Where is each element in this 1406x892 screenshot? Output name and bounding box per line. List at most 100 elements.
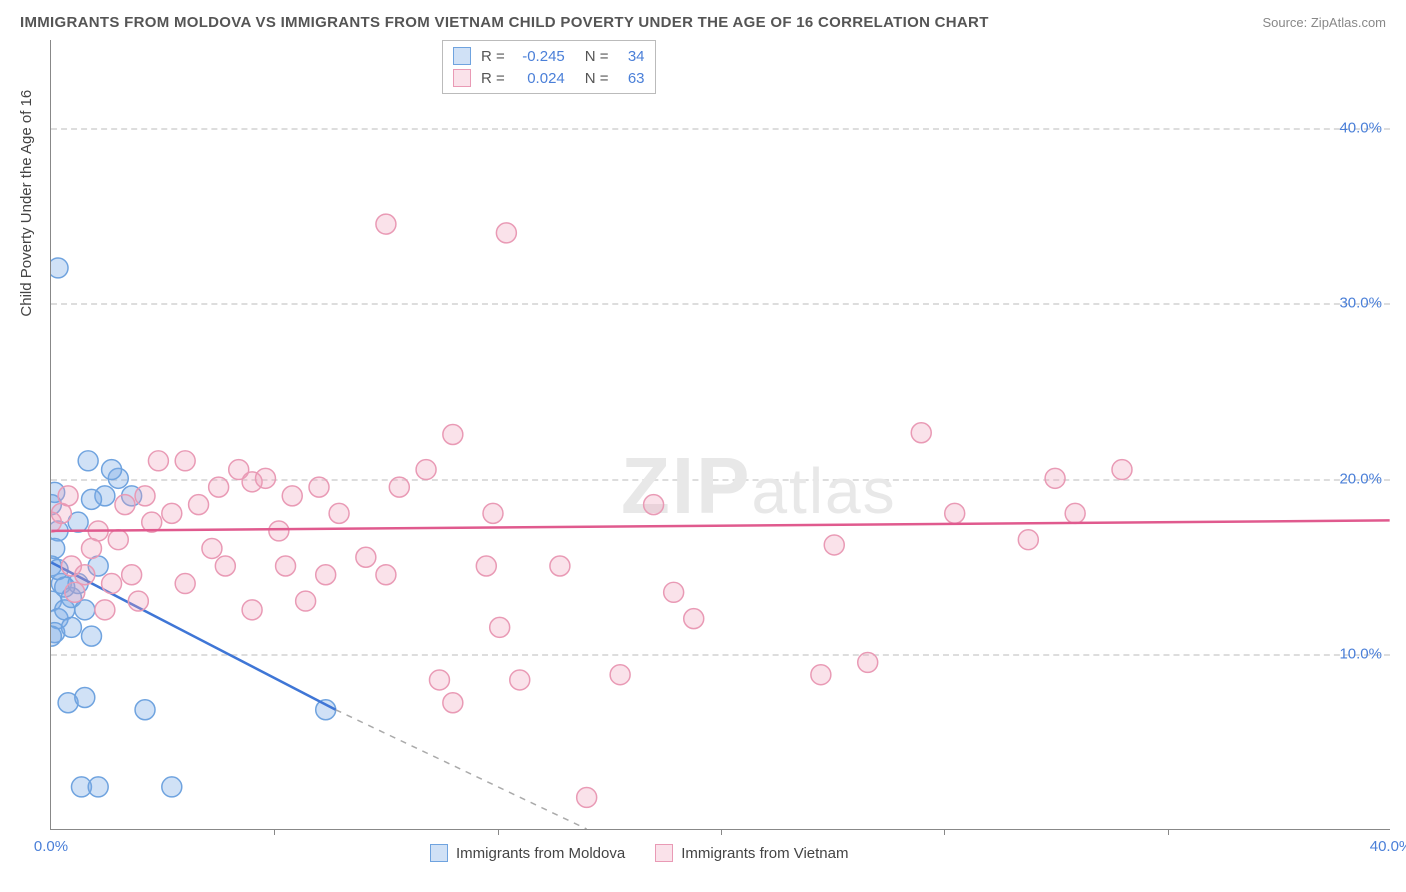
legend-item: Immigrants from Moldova [430, 844, 625, 862]
data-point [510, 670, 530, 690]
source-label: Source: ZipAtlas.com [1262, 15, 1386, 30]
data-point [108, 530, 128, 550]
x-tick-mark [721, 829, 722, 835]
stat-n-label: N = [585, 70, 609, 87]
data-point [416, 460, 436, 480]
data-point [51, 258, 68, 278]
data-point [61, 617, 81, 637]
stat-n-value: 63 [615, 70, 645, 87]
legend-row: R = -0.245 N = 34 [453, 45, 645, 67]
stat-r-value: 0.024 [511, 70, 565, 87]
data-point [82, 626, 102, 646]
data-point [490, 617, 510, 637]
data-point [296, 591, 316, 611]
legend-item: Immigrants from Vietnam [655, 844, 848, 862]
data-point [255, 468, 275, 488]
data-point [577, 787, 597, 807]
plot-area: ZIPatlas 10.0%20.0%30.0%40.0%0.0%40.0% [50, 40, 1390, 830]
stat-r-value: -0.245 [511, 48, 565, 65]
chart-title: IMMIGRANTS FROM MOLDOVA VS IMMIGRANTS FR… [20, 14, 989, 31]
data-point [1065, 503, 1085, 523]
data-point [644, 495, 664, 515]
data-point [376, 565, 396, 585]
data-point [135, 700, 155, 720]
data-point [443, 693, 463, 713]
data-point [148, 451, 168, 471]
data-point [276, 556, 296, 576]
data-point [189, 495, 209, 515]
regression-line [51, 520, 1389, 531]
legend-row: R = 0.024 N = 63 [453, 67, 645, 89]
data-point [82, 489, 102, 509]
data-point [75, 688, 95, 708]
data-point [1045, 468, 1065, 488]
stat-r-label: R = [481, 70, 505, 87]
correlation-legend: R = -0.245 N = 34 R = 0.024 N = 63 [442, 40, 656, 94]
data-point [684, 609, 704, 629]
data-point [65, 582, 85, 602]
legend-swatch [453, 47, 471, 65]
data-point [316, 565, 336, 585]
data-point [78, 451, 98, 471]
stat-r-label: R = [481, 48, 505, 65]
data-point [443, 425, 463, 445]
series-legend: Immigrants from Moldova Immigrants from V… [430, 844, 849, 862]
data-point [550, 556, 570, 576]
data-point [316, 700, 336, 720]
data-point [115, 495, 135, 515]
x-tick-mark [1168, 829, 1169, 835]
data-point [102, 574, 122, 594]
x-tick-label: 40.0% [1370, 838, 1406, 855]
data-point [175, 574, 195, 594]
title-bar: IMMIGRANTS FROM MOLDOVA VS IMMIGRANTS FR… [20, 8, 1386, 36]
data-point [356, 547, 376, 567]
data-point [122, 565, 142, 585]
data-point [824, 535, 844, 555]
legend-swatch [430, 844, 448, 862]
data-point [82, 538, 102, 558]
data-point [95, 600, 115, 620]
y-axis-label: Child Poverty Under the Age of 16 [18, 90, 35, 317]
data-point [162, 777, 182, 797]
data-point [858, 652, 878, 672]
legend-swatch [453, 69, 471, 87]
data-point [1112, 460, 1132, 480]
x-tick-mark [944, 829, 945, 835]
data-point [496, 223, 516, 243]
data-point [128, 591, 148, 611]
data-point [610, 665, 630, 685]
x-tick-mark [498, 829, 499, 835]
x-tick-label: 0.0% [34, 838, 68, 855]
data-point [945, 503, 965, 523]
stat-n-label: N = [585, 48, 609, 65]
legend-label: Immigrants from Vietnam [681, 845, 848, 862]
data-point [282, 486, 302, 506]
data-point [389, 477, 409, 497]
data-point [175, 451, 195, 471]
data-point [215, 556, 235, 576]
data-point [329, 503, 349, 523]
data-point [911, 423, 931, 443]
data-point [209, 477, 229, 497]
data-point [162, 503, 182, 523]
legend-label: Immigrants from Moldova [456, 845, 625, 862]
data-point [483, 503, 503, 523]
data-point [102, 460, 122, 480]
data-point [75, 565, 95, 585]
scatter-svg [51, 40, 1390, 829]
data-point [811, 665, 831, 685]
data-point [202, 538, 222, 558]
x-tick-mark [274, 829, 275, 835]
regression-line-dashed [336, 710, 587, 829]
data-point [1018, 530, 1038, 550]
data-point [58, 486, 78, 506]
data-point [376, 214, 396, 234]
data-point [88, 777, 108, 797]
data-point [309, 477, 329, 497]
stat-n-value: 34 [615, 48, 645, 65]
data-point [242, 600, 262, 620]
data-point [664, 582, 684, 602]
legend-swatch [655, 844, 673, 862]
data-point [75, 600, 95, 620]
data-point [135, 486, 155, 506]
